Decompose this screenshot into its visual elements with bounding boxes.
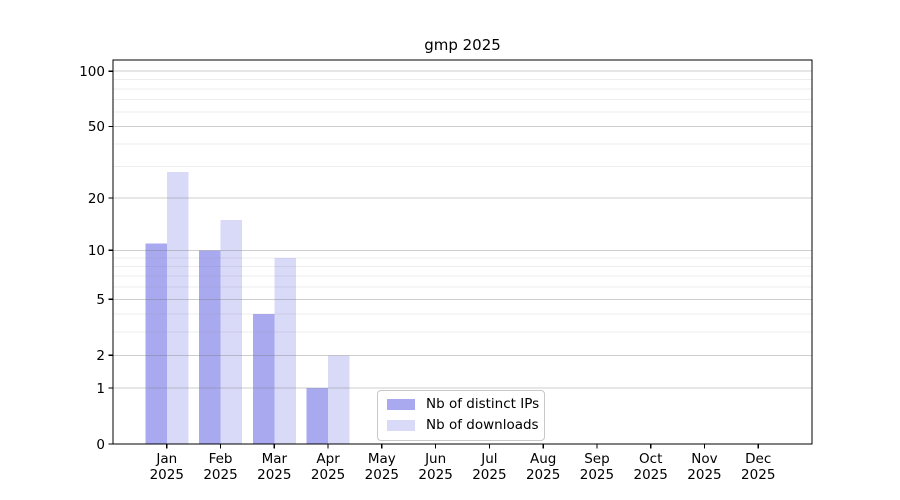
x-tick-label-year: 2025 [150, 467, 184, 483]
y-tick-label: 100 [79, 64, 105, 80]
legend: Nb of distinct IPs Nb of downloads [377, 390, 545, 441]
x-tick-label-month: Nov [691, 451, 717, 467]
bar-downloads-jan [166, 171, 189, 444]
bar-distinct-ips-mar [252, 313, 275, 444]
legend-swatch-downloads-icon [387, 420, 415, 431]
chart-title: gmp 2025 [424, 36, 501, 54]
x-tick-label-month: Feb [209, 451, 233, 467]
legend-label: Nb of downloads [426, 416, 539, 433]
x-tick-label-month: Mar [262, 451, 288, 467]
x-tick-label-month: Aug [530, 451, 556, 467]
bar-downloads-mar [274, 257, 296, 444]
y-tick-label: 1 [96, 381, 105, 397]
y-tick-label: 5 [96, 292, 105, 308]
x-tick-label-month: Dec [745, 451, 771, 467]
x-tick-label-month: Sep [584, 451, 609, 467]
bar-downloads-apr [328, 355, 350, 444]
x-tick-label-year: 2025 [365, 467, 399, 483]
x-tick-label-year: 2025 [580, 467, 614, 483]
bar-downloads-feb [220, 220, 243, 444]
y-tick-label: 2 [96, 348, 105, 364]
x-tick-label-year: 2025 [257, 467, 291, 483]
bar-distinct-ips-feb [199, 250, 221, 444]
x-tick-label-month: Jul [480, 451, 497, 467]
x-tick-label-year: 2025 [687, 467, 721, 483]
x-tick-label-month: Jun [424, 451, 446, 467]
x-tick-label-month: May [368, 451, 396, 467]
x-tick-label-year: 2025 [634, 467, 668, 483]
legend-label: Nb of distinct IPs [426, 395, 540, 412]
x-tick-label-year: 2025 [526, 467, 560, 483]
axes-spines [112, 59, 813, 445]
legend-item-distinct-ips: Nb of distinct IPs [387, 396, 539, 413]
y-tick-label: 20 [88, 191, 105, 207]
y-tick-label: 10 [88, 243, 105, 259]
y-tick-label: 50 [88, 119, 105, 135]
x-tick-label-month: Oct [639, 451, 662, 467]
x-tick-label-year: 2025 [418, 467, 452, 483]
x-tick-label-year: 2025 [203, 467, 237, 483]
x-tick-label-year: 2025 [311, 467, 345, 483]
x-tick-label-month: Apr [316, 451, 340, 467]
bar-distinct-ips-jan [145, 243, 167, 444]
bar-distinct-ips-apr [306, 388, 329, 444]
legend-item-downloads: Nb of downloads [387, 417, 539, 434]
y-tick-label: 0 [96, 437, 105, 453]
legend-swatch-distinct-ips-icon [387, 399, 415, 410]
x-tick-label-year: 2025 [741, 467, 775, 483]
x-tick-label-year: 2025 [472, 467, 506, 483]
x-tick-label-month: Jan [155, 451, 177, 467]
